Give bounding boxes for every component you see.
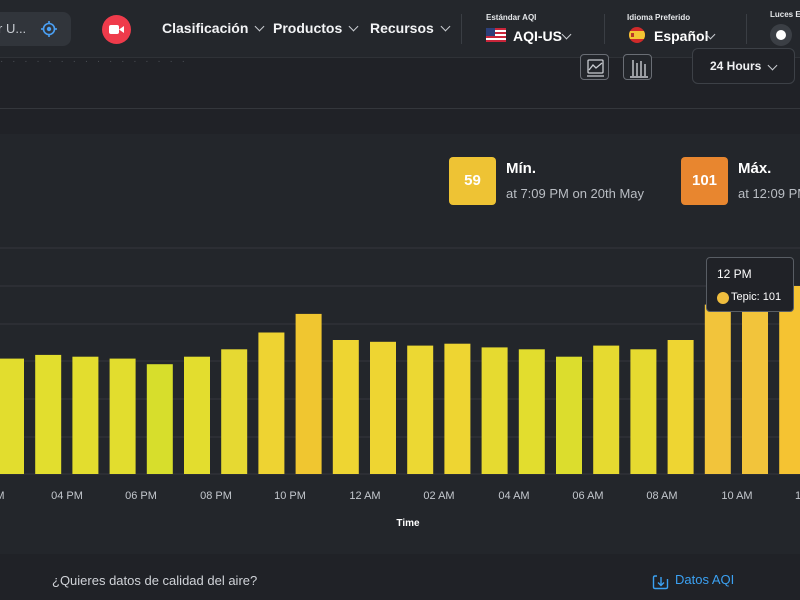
locate-icon[interactable] xyxy=(41,21,57,37)
menu-productos[interactable]: Productos xyxy=(273,20,359,36)
bar[interactable] xyxy=(667,340,694,474)
bar[interactable] xyxy=(556,356,582,474)
bar[interactable] xyxy=(295,313,322,474)
min-timestamp: at 7:09 PM on 20th May xyxy=(506,186,645,201)
download-icon xyxy=(652,575,669,590)
bar[interactable] xyxy=(481,347,508,474)
line-chart-icon xyxy=(587,59,604,77)
min-title: Mín. xyxy=(506,160,536,177)
menu-clasificacion[interactable]: Clasificación xyxy=(162,20,265,36)
bar[interactable] xyxy=(35,354,62,474)
aqi-standard-label: Estándar AQI xyxy=(486,13,537,22)
bar[interactable] xyxy=(370,341,396,474)
bar[interactable] xyxy=(109,358,136,474)
max-title: Máx. xyxy=(738,160,772,177)
chevron-down-icon xyxy=(254,21,265,32)
video-record-button[interactable] xyxy=(102,15,131,44)
bar[interactable] xyxy=(221,349,248,474)
search-input[interactable]: r U... xyxy=(0,21,27,36)
max-timestamp: at 12:09 PM xyxy=(738,186,800,201)
bar[interactable] xyxy=(72,356,99,474)
bar[interactable] xyxy=(332,340,359,474)
video-camera-icon xyxy=(109,25,124,34)
aqi-standard-value: AQI-US xyxy=(513,28,562,44)
x-tick-label: 08 AM xyxy=(646,490,677,502)
bar[interactable] xyxy=(146,364,173,474)
chevron-down-icon xyxy=(561,29,572,40)
tooltip-title: 12 PM xyxy=(717,267,752,281)
chevron-down-icon xyxy=(440,21,451,32)
x-tick-label: 04 AM xyxy=(498,490,529,502)
bar[interactable] xyxy=(258,332,285,475)
bar[interactable] xyxy=(407,345,434,474)
line-chart-view-button[interactable] xyxy=(580,54,609,80)
bar-chart-view-button[interactable] xyxy=(623,54,652,80)
bar[interactable] xyxy=(444,343,471,474)
x-tick-label: 10 PM xyxy=(274,490,306,502)
lights-label: Luces E xyxy=(770,10,800,19)
us-flag-icon xyxy=(486,28,506,42)
truncated-heading: · · · · · · · · · · · · · · · · xyxy=(0,56,188,67)
bar-highlighted[interactable] xyxy=(779,286,800,474)
dark-mode-toggle[interactable] xyxy=(770,24,792,46)
x-tick-label: 06 AM xyxy=(572,490,603,502)
bar[interactable] xyxy=(0,358,24,474)
x-tick-label: 04 PM xyxy=(51,490,83,502)
bar[interactable] xyxy=(742,304,768,474)
divider xyxy=(461,14,462,44)
bar[interactable] xyxy=(593,345,620,474)
x-tick-label: 02 AM xyxy=(423,490,454,502)
bar[interactable] xyxy=(704,304,731,474)
chart-card xyxy=(0,134,800,554)
bar[interactable] xyxy=(518,349,545,474)
bar-chart-icon xyxy=(630,60,648,78)
spain-flag-icon xyxy=(629,27,645,43)
bar[interactable] xyxy=(630,349,657,474)
x-tick-label: 10 AM xyxy=(721,490,752,502)
x-tick-label: M xyxy=(0,490,5,502)
divider xyxy=(604,14,605,44)
x-axis-title: Time xyxy=(396,518,420,529)
chevron-down-icon xyxy=(348,21,359,32)
language-label: Idioma Preferido xyxy=(627,13,691,22)
language-value: Español xyxy=(654,28,709,44)
tooltip-value: Tepic: 101 xyxy=(731,291,782,303)
chevron-down-icon xyxy=(767,60,778,71)
divider xyxy=(746,14,747,44)
time-range-value: 24 Hours xyxy=(710,59,762,73)
menu-recursos[interactable]: Recursos xyxy=(370,20,451,36)
time-range-select[interactable]: 24 Hours xyxy=(692,48,795,84)
search-box[interactable]: r U... xyxy=(0,12,71,46)
air-quality-question: ¿Quieres datos de calidad del aire? xyxy=(52,573,258,588)
divider xyxy=(0,108,800,109)
chart-tooltip: 12 PM Tepic: 101 xyxy=(706,257,794,312)
tooltip-marker xyxy=(717,292,729,304)
x-tick-label: 06 PM xyxy=(125,490,157,502)
min-aqi-badge: 59 xyxy=(449,157,496,205)
aqi-bar-chart[interactable]: M 04 PM 06 PM 08 PM 10 PM 12 AM 02 AM 04 AM 06 A… xyxy=(0,240,800,540)
x-tick-label: 1 xyxy=(795,490,800,502)
x-tick-label: 12 AM xyxy=(349,490,380,502)
max-aqi-badge: 101 xyxy=(681,157,728,205)
x-tick-label: 08 PM xyxy=(200,490,232,502)
aqi-data-link-label: Datos AQI xyxy=(675,572,735,587)
top-nav: r U... Clasificación Productos Recursos … xyxy=(0,0,800,58)
bar[interactable] xyxy=(184,356,210,474)
